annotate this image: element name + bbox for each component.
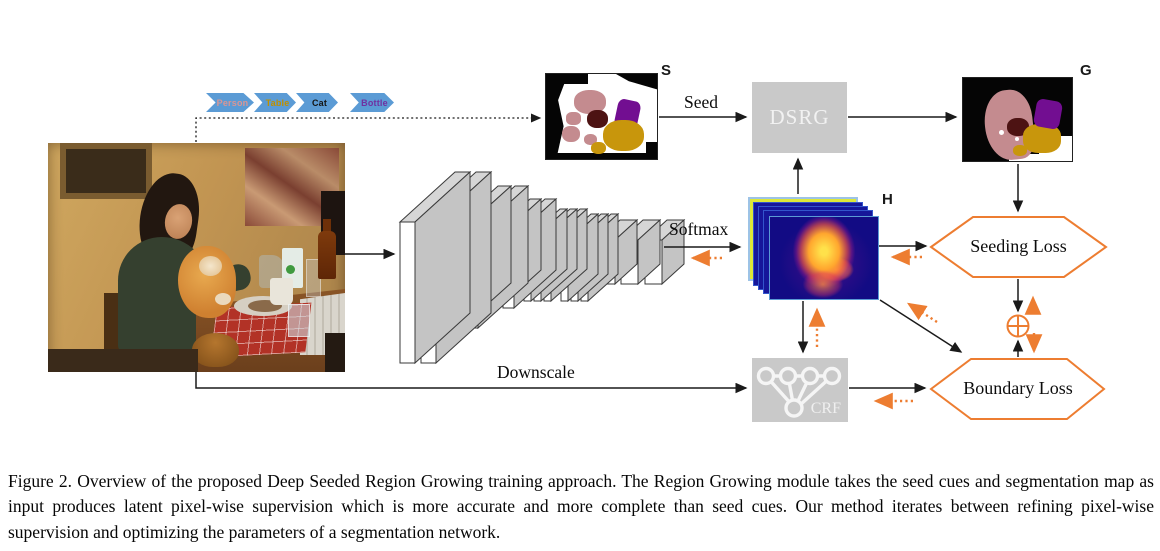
boundary-loss-label: Boundary Loss (963, 378, 1073, 398)
crf-label: CRF (810, 400, 841, 417)
g-bottle-blob (1032, 97, 1064, 131)
photo-floor-shadow (48, 349, 198, 372)
chevron-table: Table (254, 93, 296, 112)
downscale-edge-label: Downscale (497, 362, 575, 382)
dsrg-label: DSRG (769, 105, 830, 129)
chevron-cat-label: Cat (311, 97, 328, 108)
g-white-bottom (1009, 154, 1072, 161)
photo-picture-frame (60, 143, 152, 199)
seed-table-blob2 (591, 142, 606, 154)
seed-edge-label: Seed (684, 92, 719, 112)
heatmap-layer-front (769, 216, 879, 300)
seeding-loss-label: Seeding Loss (970, 236, 1067, 256)
g-white-dot1 (999, 130, 1004, 135)
seed-map-tag: S (661, 62, 672, 79)
heatmap-stack (748, 197, 879, 300)
softmax-edge-label: Softmax (669, 219, 729, 239)
photo-cat-face (199, 256, 222, 276)
input-image (48, 143, 345, 372)
seed-bg-bottom (546, 153, 657, 159)
seed-table-blob (603, 120, 644, 151)
class-label-chevrons: Person Table Cat Bottle (206, 93, 406, 112)
crf-module: CRF (752, 358, 848, 422)
edge-h-to-boundaryloss (879, 299, 963, 353)
photo-cat-paw (215, 293, 231, 305)
photo-wooden-bowl (192, 333, 239, 367)
segmentation-map (962, 77, 1073, 162)
dsrg-module: DSRG (752, 82, 847, 153)
grad-boundaryloss-back-diag (906, 302, 938, 324)
photo-brown-bottle-neck (323, 219, 331, 235)
photo-glass (288, 304, 310, 337)
chevron-bottle-label: Bottle (361, 97, 388, 108)
edge-image-to-seed (195, 113, 542, 142)
photo-white-cup (270, 278, 293, 305)
seed-bg-left (546, 74, 568, 159)
chevron-table-label: Table (265, 97, 290, 108)
sum-node (1006, 314, 1030, 338)
seed-map (545, 73, 658, 160)
result-map-tag: G (1080, 62, 1092, 79)
photo-dark-cup (325, 333, 345, 372)
chevron-person-label: Person (216, 97, 249, 108)
seed-bg-bottomright (646, 142, 657, 159)
crf-graph-icon (756, 366, 842, 418)
figure-caption: Figure 2. Overview of the proposed Deep … (8, 470, 1154, 543)
g-table-blob2 (1013, 145, 1027, 156)
chevron-bottle: Bottle (350, 93, 394, 112)
chevron-cat: Cat (296, 93, 338, 112)
heatmap-tag: H (882, 191, 893, 208)
seed-maroon-blob (587, 110, 608, 128)
edge-image-downscale-to-crf (195, 372, 748, 394)
seed-bg-top (546, 74, 588, 84)
seed-person-blob3 (562, 126, 580, 142)
photo-brown-bottle (318, 231, 336, 279)
seed-person-blob2 (566, 112, 581, 125)
g-white-dot2 (1015, 137, 1019, 141)
seed-person-blob4 (584, 134, 597, 145)
photo-chair (104, 293, 122, 365)
cnn-encoder (398, 170, 686, 365)
chevron-person: Person (206, 93, 254, 112)
seed-bg-topright (616, 74, 657, 90)
photo-milk-logo (286, 265, 295, 274)
